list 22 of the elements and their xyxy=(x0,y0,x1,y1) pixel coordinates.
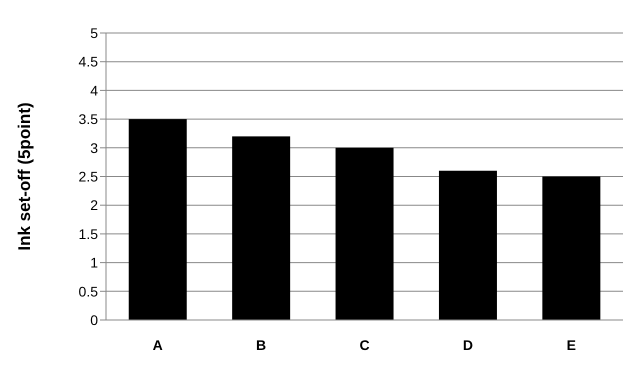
y-tick-label: 2 xyxy=(90,197,98,214)
y-tick-label: 0 xyxy=(90,312,98,328)
bar xyxy=(232,136,290,320)
y-axis-title: Ink set-off (5point) xyxy=(15,102,34,251)
x-tick-label: A xyxy=(152,336,163,353)
y-tick-label: 4 xyxy=(90,82,98,98)
y-tick-label: 2.5 xyxy=(78,168,98,184)
bar xyxy=(128,119,187,320)
bar xyxy=(438,170,497,320)
bar xyxy=(542,176,600,320)
y-tick-label: 4.5 xyxy=(78,54,98,70)
x-tick-label: B xyxy=(256,336,266,353)
x-tick-label: D xyxy=(462,336,473,353)
bar xyxy=(336,148,394,320)
y-tick-label: 5 xyxy=(90,24,98,41)
y-tick-label: 3.5 xyxy=(78,111,98,128)
x-tick-label: E xyxy=(566,336,576,353)
x-tick-label: C xyxy=(359,336,370,353)
y-tick-label: 1.5 xyxy=(78,226,98,242)
y-tick-label: 0.5 xyxy=(78,283,98,300)
y-tick-label: 3 xyxy=(90,140,98,156)
y-tick-label: 1 xyxy=(90,254,98,271)
